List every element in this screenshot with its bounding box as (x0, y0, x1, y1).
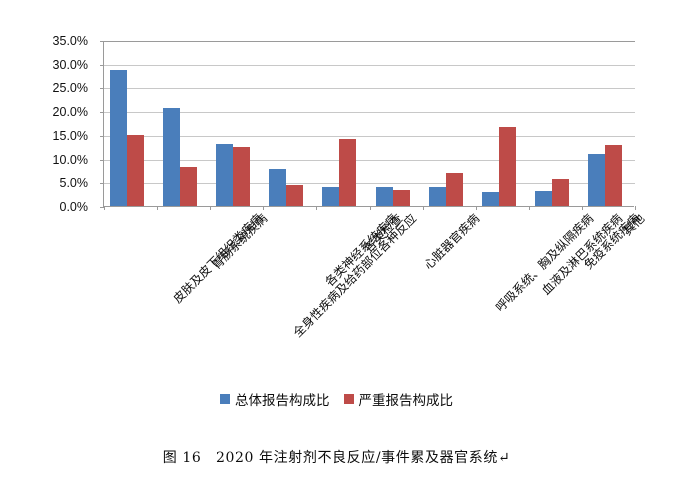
x-axis-category-label: 全身性疾病及给药部位各种反应 (290, 211, 420, 340)
x-axis-tick-mark (422, 206, 424, 210)
x-axis-category-labels: 皮肤及皮下组织类疾病 胃肠系统疾病 全身性疾病及给药部位各种反应 各类神经系统疾病 各类… (0, 208, 673, 368)
x-axis-tick-mark (581, 206, 583, 210)
bar-0[interactable] (322, 187, 340, 206)
legend-color-swatch (220, 394, 230, 404)
x-axis-category-label: 胃肠系统疾病 (209, 211, 271, 273)
gridline (104, 135, 635, 137)
legend-label: 总体报告构成比 (235, 393, 330, 409)
bar-group (104, 40, 157, 206)
x-axis-tick-mark (263, 206, 265, 210)
x-axis-tick-mark (104, 206, 105, 210)
bar-group (370, 40, 423, 206)
bar-0[interactable] (587, 153, 605, 206)
bar-1[interactable] (392, 189, 410, 206)
y-axis-tick-label: 15.0% (52, 128, 88, 143)
bar-group (529, 40, 582, 206)
bar-1[interactable] (233, 147, 251, 206)
figure-caption: 图 16 2020 年注射剂不良反应/事件累及器官系统↵ (162, 450, 511, 466)
gridline (104, 88, 635, 90)
y-axis-tick-label: 20.0% (52, 105, 88, 120)
bar-0[interactable] (216, 144, 234, 206)
gridline (104, 41, 635, 42)
x-axis-tick-mark (210, 206, 212, 210)
gridline (104, 112, 635, 114)
bar-group (210, 40, 263, 206)
gridline (104, 159, 635, 161)
x-axis-category-label: 心脏器官疾病 (421, 211, 483, 273)
bar-1[interactable] (127, 134, 144, 206)
y-axis-tick-mark (100, 159, 104, 161)
legend-entry[interactable]: 严重报告构成比 (343, 389, 454, 409)
y-axis-tick-mark (100, 207, 104, 208)
bar-0[interactable] (534, 190, 552, 206)
y-axis-tick-mark (100, 183, 104, 185)
gridline (104, 64, 635, 66)
y-axis-tick-mark (100, 112, 104, 114)
bar-group (157, 40, 210, 206)
y-axis-tick-labels: 35.0% 30.0% 25.0% 20.0% 15.0% 10.0% 5.0% 0.0% (20, 35, 96, 214)
y-axis-tick-label: 5.0% (59, 176, 89, 191)
chart-legend: 总体报告构成比 严重报告构成比 (0, 389, 673, 409)
x-axis-tick-mark (528, 206, 530, 210)
bar-1[interactable] (286, 184, 304, 206)
legend-label: 严重报告构成比 (358, 393, 454, 409)
legend-color-swatch (343, 394, 354, 404)
y-axis-tick-label: 35.0% (52, 34, 88, 48)
bar-group (423, 40, 476, 206)
bar-0[interactable] (428, 187, 446, 206)
bar-0[interactable] (269, 169, 287, 206)
x-axis-tick-mark (157, 206, 159, 210)
x-axis-tick-mark (369, 206, 371, 210)
y-axis-tick-label: 10.0% (52, 152, 88, 167)
bar-group (316, 40, 369, 206)
gridline (104, 183, 635, 185)
x-axis-tick-mark (316, 206, 318, 210)
bar-0[interactable] (375, 187, 393, 206)
y-axis-tick-label: 30.0% (52, 57, 88, 72)
bar-0[interactable] (110, 69, 127, 206)
bar-group (263, 40, 316, 206)
y-axis-tick-label: 25.0% (52, 81, 88, 96)
bar-1[interactable] (445, 172, 463, 206)
bar-1[interactable] (604, 145, 622, 206)
bar-0[interactable] (163, 108, 181, 206)
y-axis-tick-mark (100, 135, 104, 137)
bar-group (582, 40, 635, 206)
y-axis-tick-mark (100, 88, 104, 90)
x-axis-tick-mark (475, 206, 477, 210)
y-axis-tick-mark (100, 64, 104, 66)
y-axis-tick-label: 0.0% (59, 200, 89, 214)
bar-1[interactable] (551, 179, 569, 206)
x-axis-tick-mark (635, 206, 636, 210)
plot-area (100, 40, 636, 210)
bar-1[interactable] (180, 166, 198, 206)
y-axis-tick-mark (100, 41, 104, 42)
bar-group (476, 40, 529, 206)
legend-entry[interactable]: 总体报告构成比 (220, 389, 330, 409)
bar-1[interactable] (498, 126, 516, 206)
bar-1[interactable] (339, 138, 357, 206)
bar-0[interactable] (481, 191, 499, 206)
